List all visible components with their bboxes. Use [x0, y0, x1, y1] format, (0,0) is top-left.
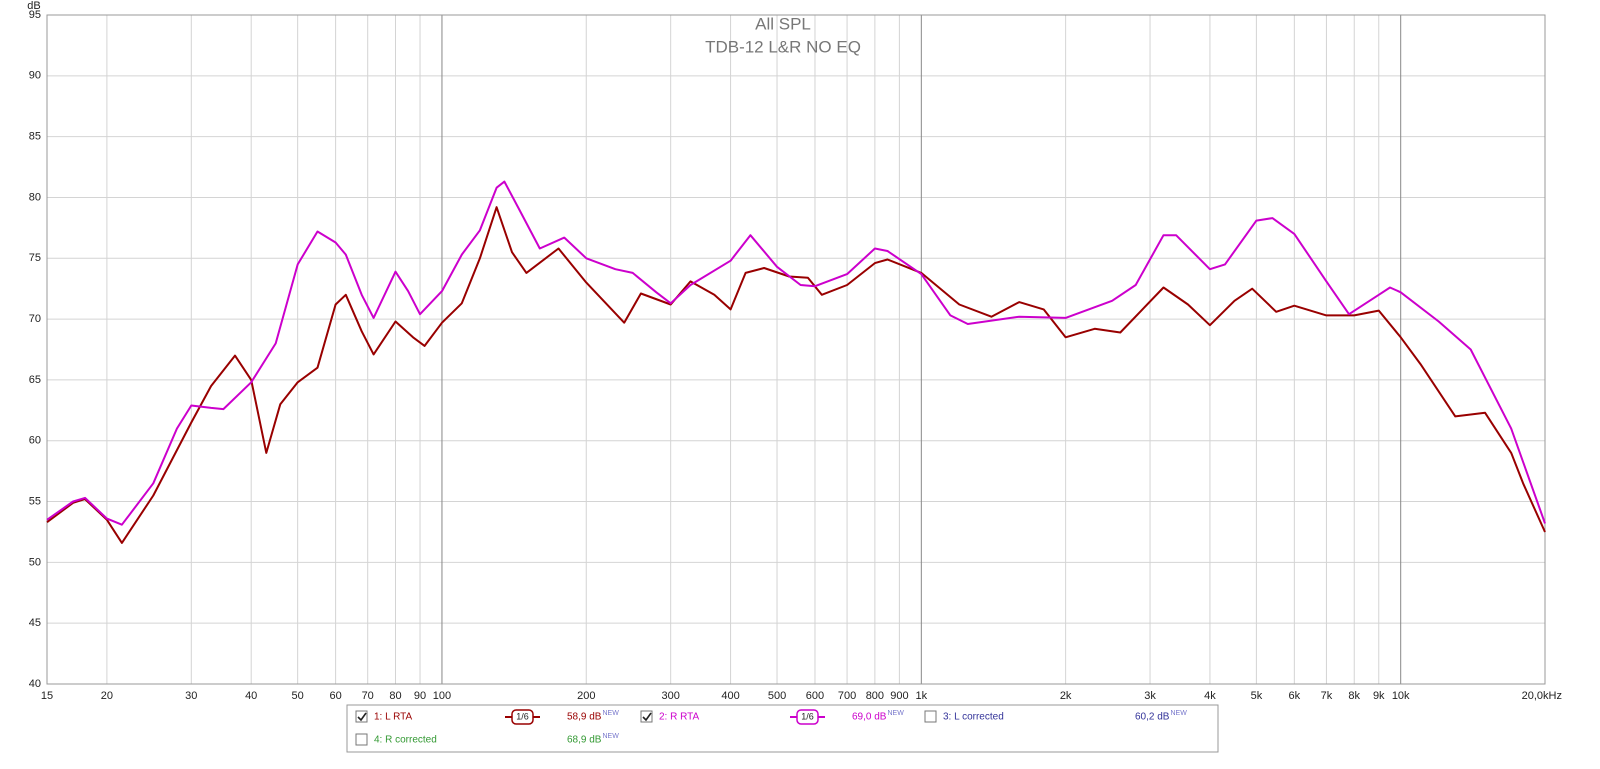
x-tick-label: 20,0kHz — [1522, 690, 1562, 702]
checkbox[interactable] — [924, 710, 937, 723]
x-tick-label: 10k — [1392, 690, 1410, 702]
checkbox[interactable] — [355, 710, 368, 723]
x-tick-label: 500 — [768, 690, 786, 702]
plot-frame — [46, 14, 1546, 685]
checkmark — [642, 712, 652, 722]
chart-title: All SPL — [755, 14, 811, 33]
checkbox[interactable] — [640, 710, 653, 723]
chart-subtitle: TDB-12 L&R NO EQ — [705, 37, 861, 56]
series-line — [46, 180, 1546, 526]
y-tick-label: 70 — [29, 313, 41, 325]
x-tick-label: 60 — [329, 690, 341, 702]
level-label: 68,9 dB — [567, 735, 602, 746]
x-tick-label: 8k — [1348, 690, 1360, 702]
x-tick-label: 7k — [1321, 690, 1333, 702]
smoothing-label: 1/6 — [516, 711, 529, 721]
smoothing-box[interactable] — [511, 709, 534, 725]
y-tick-label: 75 — [29, 252, 41, 264]
badge-label: NEW — [1170, 710, 1187, 717]
checkbox[interactable] — [355, 733, 368, 746]
legend-items: 1: L RTA 1/6 58,9 dB NEW 2: R RTA 1/6 69,0 dB N… — [355, 709, 1187, 746]
x-tick-label: 800 — [866, 690, 884, 702]
x-tick-label: 4k — [1204, 690, 1216, 702]
x-tick-label: 700 — [838, 690, 856, 702]
x-tick-label: 600 — [806, 690, 824, 702]
legend-label: 3: L corrected — [943, 712, 1004, 723]
x-tick-label: 100 — [433, 690, 451, 702]
smoothing-label: 1/6 — [801, 711, 814, 721]
legend-label: 1: L RTA — [374, 712, 412, 723]
y-tick-label: 65 — [29, 374, 41, 386]
level-label: 60,2 dB — [1135, 712, 1170, 723]
y-tick-label: 95 — [29, 9, 41, 21]
x-tick-label: 90 — [414, 690, 426, 702]
y-tick-label: 55 — [29, 495, 41, 507]
y-tick-label: 85 — [29, 131, 41, 143]
x-tick-label: 50 — [292, 690, 304, 702]
y-tick-label: 45 — [29, 617, 41, 629]
level-label: 69,0 dB — [852, 712, 887, 723]
x-tick-label: 15 — [41, 690, 53, 702]
x-tick-label: 20 — [101, 690, 113, 702]
x-tick-label: 3k — [1144, 690, 1156, 702]
y-tick-label: 90 — [29, 70, 41, 82]
x-tick-label: 80 — [389, 690, 401, 702]
x-tick-label: 9k — [1373, 690, 1385, 702]
badge-label: NEW — [602, 710, 619, 717]
y-tick-label: 60 — [29, 435, 41, 447]
y-tick-label: 40 — [29, 678, 41, 690]
legend — [346, 704, 1219, 753]
x-tick-label: 40 — [245, 690, 257, 702]
x-tick-label: 30 — [185, 690, 197, 702]
lines — [46, 180, 1546, 544]
x-tick-label: 6k — [1289, 690, 1301, 702]
level-label: 58,9 dB — [567, 712, 602, 723]
x-tick-label: 70 — [362, 690, 374, 702]
x-tick-label: 2k — [1060, 690, 1072, 702]
y-tick-label: 80 — [29, 191, 41, 203]
x-tick-label: 5k — [1251, 690, 1263, 702]
y-tick-label: 50 — [29, 556, 41, 568]
y-axis-label: dB — [27, 0, 40, 12]
checkmark — [357, 712, 367, 722]
badge-label: NEW — [887, 710, 904, 717]
legend-label: 2: R RTA — [659, 712, 700, 723]
series-line — [46, 206, 1546, 544]
x-tick-label: 200 — [577, 690, 595, 702]
x-tick-label: 900 — [890, 690, 908, 702]
smoothing-box[interactable] — [796, 709, 819, 725]
x-tick-label: 1k — [916, 690, 928, 702]
badge-label: NEW — [602, 733, 619, 740]
x-tick-label: 300 — [661, 690, 679, 702]
legend-label: 4: R corrected — [374, 735, 437, 746]
x-tick-label: 400 — [721, 690, 739, 702]
